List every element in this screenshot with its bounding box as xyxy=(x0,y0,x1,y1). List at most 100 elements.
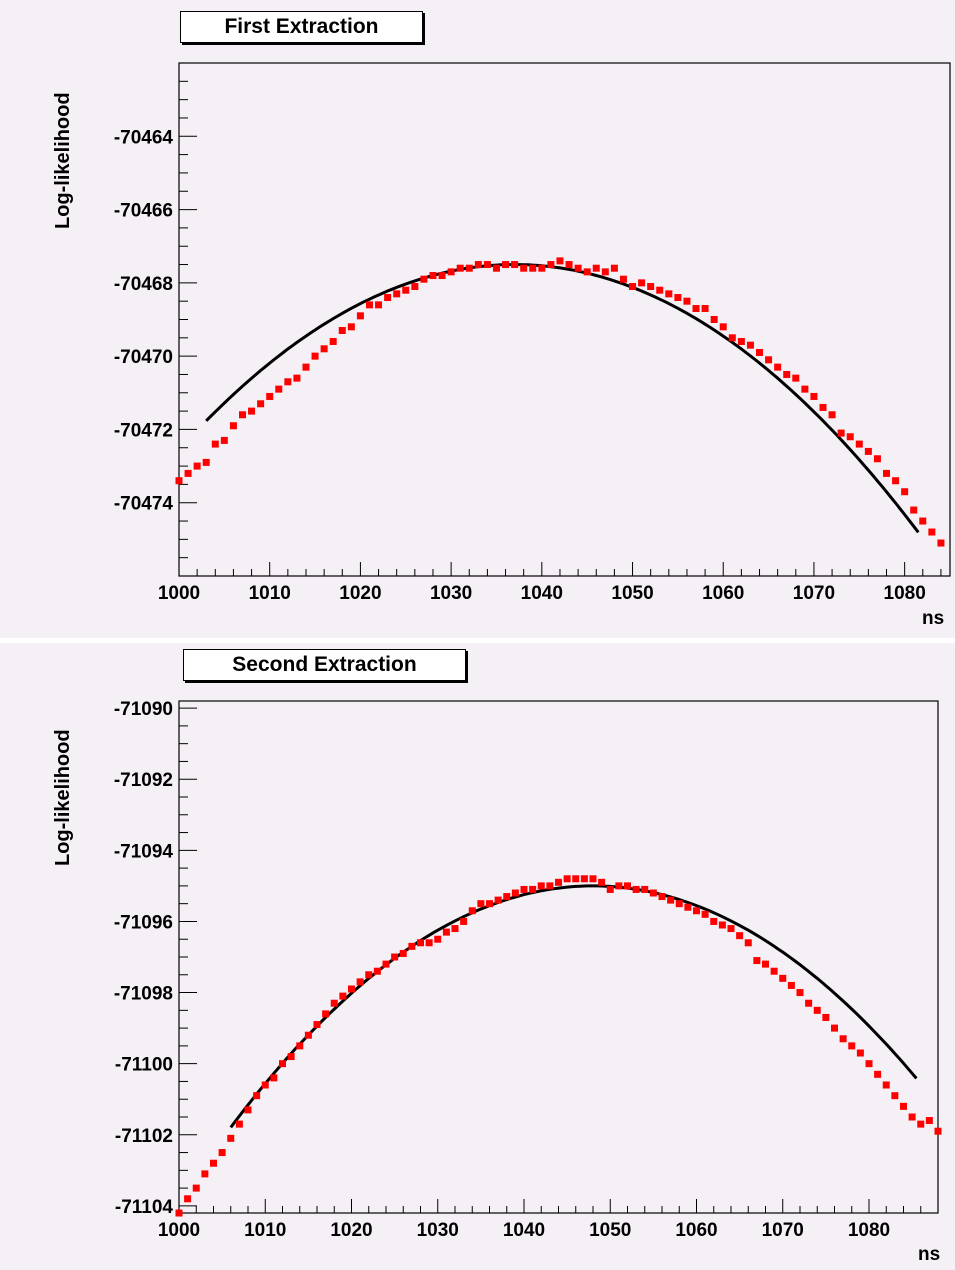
data-point xyxy=(192,1184,200,1192)
x-tick-label: 1080 xyxy=(848,1220,890,1241)
data-point xyxy=(667,896,675,904)
data-point xyxy=(382,960,390,968)
data-point xyxy=(592,264,600,272)
data-point xyxy=(683,297,691,305)
data-point xyxy=(796,989,804,997)
y-tick-label: -71090 xyxy=(114,699,173,720)
data-point xyxy=(399,949,407,957)
y-tick-label: -71104 xyxy=(115,1197,174,1218)
data-point xyxy=(746,341,754,349)
data-point xyxy=(615,882,623,890)
data-point xyxy=(744,939,752,947)
data-point xyxy=(665,290,673,298)
data-point xyxy=(774,363,782,371)
data-point xyxy=(257,400,265,408)
data-point xyxy=(610,264,618,272)
data-point xyxy=(261,1081,269,1089)
data-point xyxy=(175,1209,183,1217)
data-point xyxy=(765,356,773,364)
data-point xyxy=(456,264,464,272)
data-point xyxy=(574,264,582,272)
x-tick-label: 1050 xyxy=(589,1220,631,1241)
x-tick-label: 1000 xyxy=(158,1220,200,1241)
data-point xyxy=(477,900,485,908)
data-point xyxy=(710,917,718,925)
data-point xyxy=(701,305,709,313)
x-tick-label: 1010 xyxy=(249,583,291,604)
data-point xyxy=(227,1134,235,1142)
data-point xyxy=(629,283,637,291)
data-point xyxy=(293,374,301,382)
data-point xyxy=(910,506,918,514)
y-tick-label: -70468 xyxy=(114,274,173,295)
data-point xyxy=(641,885,649,893)
data-point xyxy=(373,967,381,975)
data-point xyxy=(420,275,428,283)
y-tick-label: -71096 xyxy=(114,912,173,933)
data-point xyxy=(494,896,502,904)
data-point xyxy=(692,305,700,313)
data-point xyxy=(391,953,399,961)
data-point xyxy=(438,272,446,280)
data-point xyxy=(762,960,769,968)
data-point xyxy=(465,264,473,272)
y-tick-label: -71100 xyxy=(115,1055,173,1076)
data-point xyxy=(503,893,511,901)
data-point xyxy=(819,403,827,411)
data-point xyxy=(483,261,491,269)
data-point xyxy=(266,392,274,400)
x-tick-label: 1020 xyxy=(339,583,381,604)
x-tick-label: 1070 xyxy=(762,1220,804,1241)
data-point xyxy=(701,910,709,918)
data-point xyxy=(538,264,546,272)
data-point xyxy=(719,323,727,331)
data-point xyxy=(253,1092,261,1100)
data-point xyxy=(565,261,573,269)
data-point xyxy=(451,925,459,933)
data-point xyxy=(865,1060,873,1068)
fit-curve xyxy=(205,262,920,534)
data-point xyxy=(810,392,818,400)
y-tick-label: -71092 xyxy=(114,770,173,791)
data-point xyxy=(589,875,597,883)
data-point xyxy=(908,1113,916,1121)
data-point xyxy=(184,1195,192,1203)
data-point xyxy=(801,385,809,393)
data-point xyxy=(601,268,609,276)
data-point xyxy=(402,286,410,294)
x-tick-label: 1030 xyxy=(417,1220,459,1241)
data-point xyxy=(647,283,655,291)
data-point xyxy=(284,378,292,386)
data-point xyxy=(813,1006,821,1014)
data-point xyxy=(537,882,545,890)
data-point xyxy=(937,539,945,547)
data-point xyxy=(248,407,256,415)
data-point xyxy=(511,889,519,897)
data-point xyxy=(891,1092,899,1100)
data-point xyxy=(218,1149,226,1157)
data-point xyxy=(384,294,392,302)
data-point xyxy=(928,528,936,536)
x-tick-label: 1070 xyxy=(793,583,835,604)
data-point xyxy=(511,261,519,269)
y-tick-label: -70472 xyxy=(114,420,173,441)
data-point xyxy=(417,939,424,947)
data-point xyxy=(649,889,657,897)
data-point xyxy=(792,374,800,382)
data-point xyxy=(322,1010,330,1018)
x-tick-label: 1040 xyxy=(503,1220,545,1241)
data-point xyxy=(279,1060,286,1068)
x-tick-label: 1030 xyxy=(430,583,472,604)
data-point xyxy=(184,469,192,477)
data-point xyxy=(520,885,528,893)
x-axis-label-first: ns xyxy=(922,608,945,629)
data-point xyxy=(235,1120,243,1128)
data-point xyxy=(365,301,373,309)
data-point xyxy=(201,1170,209,1178)
y-tick-label: -70470 xyxy=(114,347,173,368)
plot-frame xyxy=(178,62,951,577)
data-point xyxy=(229,422,237,430)
data-point xyxy=(365,971,373,979)
x-tick-label: 1060 xyxy=(675,1220,717,1241)
data-point xyxy=(442,928,450,936)
